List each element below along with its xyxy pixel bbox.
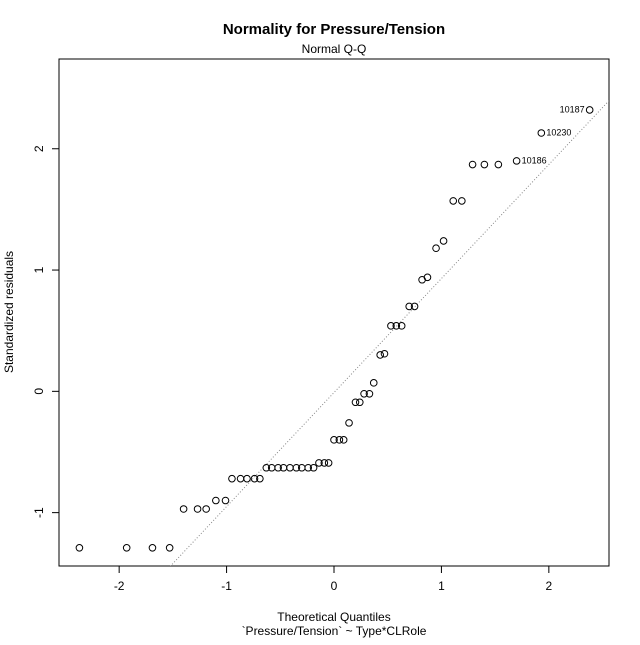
x-tick-label: -1 [221, 579, 232, 593]
point [512, 157, 521, 165]
y-tick-label: 2 [32, 145, 46, 152]
point-label: 10187 [560, 104, 585, 114]
point [304, 463, 313, 472]
y-tick-label: 1 [32, 266, 46, 273]
point-label: 10230 [546, 127, 571, 137]
point [274, 463, 282, 472]
point [75, 544, 84, 552]
point [148, 544, 157, 552]
point [335, 436, 344, 444]
point [286, 463, 294, 472]
caption: `Pressure/Tension` ~ Type*CLRole [242, 624, 427, 638]
point [468, 160, 477, 169]
y-tick-label: -1 [32, 507, 46, 518]
point [369, 379, 378, 387]
point [228, 474, 236, 483]
chart-title: Normality for Pressure/Tension [223, 21, 445, 38]
reference-line [169, 100, 609, 566]
point [392, 322, 401, 330]
point [376, 351, 384, 359]
point [250, 474, 259, 483]
point [221, 496, 230, 505]
x-tick-label: 0 [331, 579, 338, 593]
point [330, 436, 338, 444]
point [324, 459, 333, 467]
point [585, 106, 594, 114]
point [494, 160, 503, 169]
point [202, 505, 210, 513]
point [339, 436, 348, 444]
point [397, 322, 406, 330]
point [320, 459, 329, 467]
point [537, 129, 546, 137]
point [243, 474, 251, 483]
chart-subtitle: Normal Q-Q [302, 42, 367, 56]
point [256, 474, 264, 483]
point [439, 237, 448, 245]
point [345, 419, 353, 427]
point [360, 389, 368, 398]
x-tick-label: -2 [114, 579, 125, 593]
point [423, 273, 432, 282]
point-label: 10186 [522, 155, 547, 165]
point [165, 544, 174, 552]
point [449, 197, 458, 205]
point [405, 302, 413, 311]
point [380, 349, 389, 358]
point [365, 389, 374, 398]
x-tick-label: 2 [546, 579, 553, 593]
y-axis-label: Standardized residuals [2, 251, 16, 373]
point [292, 463, 301, 472]
point [236, 474, 245, 483]
y-tick-label: 0 [32, 388, 46, 395]
plot-frame [58, 58, 610, 567]
point [212, 496, 220, 505]
x-tick-label: 1 [438, 579, 445, 593]
point [355, 398, 364, 407]
point [458, 197, 466, 205]
point [351, 398, 360, 407]
point [179, 505, 188, 513]
point [193, 505, 202, 513]
point [122, 544, 131, 552]
point [387, 322, 395, 330]
point [480, 160, 489, 169]
x-axis-label: Theoretical Quantiles [277, 610, 390, 624]
point [262, 463, 271, 472]
point [410, 302, 419, 311]
point [315, 459, 323, 467]
point [432, 244, 440, 253]
point [309, 463, 318, 472]
